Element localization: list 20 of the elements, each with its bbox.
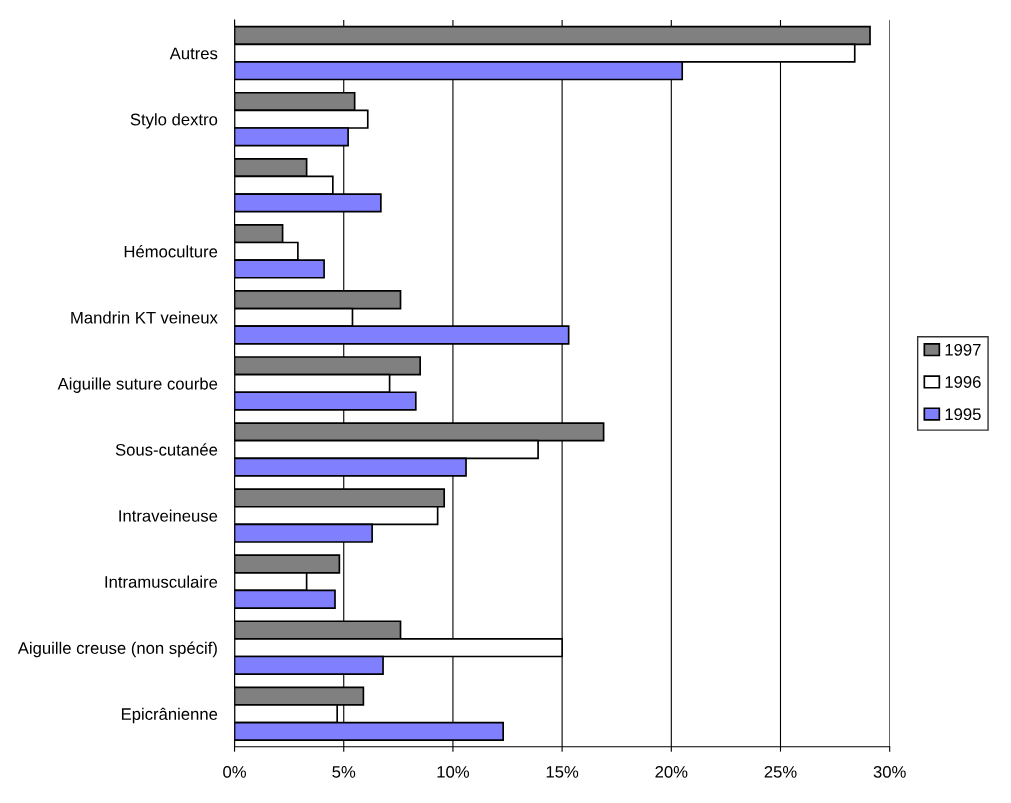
- y-tick-label: Stylo dextro: [130, 113, 218, 129]
- legend-label: 1996: [945, 376, 981, 388]
- legend-label: 1997: [945, 343, 981, 356]
- y-tick-label: Hémoculture: [124, 245, 218, 258]
- y-tick-label: Aiguille suture courbe: [57, 377, 218, 393]
- x-tick-label: 30%: [873, 765, 906, 778]
- y-tick-label: Autres: [169, 47, 218, 60]
- y-tick-label: Aiguille creuse (non spécif): [17, 641, 217, 658]
- y-tick-label: Intramusculaire: [105, 575, 218, 588]
- x-tick-label: 25%: [764, 765, 797, 778]
- x-tick-label: 0%: [223, 765, 246, 778]
- x-tick-label: 10%: [437, 765, 470, 778]
- y-tick-label: Mandrin KT veineux: [71, 311, 218, 324]
- y-tick-label: Intraveineuse: [119, 509, 218, 522]
- x-tick-label: 15%: [546, 766, 579, 778]
- y-tick-label: Epicrânienne: [121, 707, 218, 724]
- x-tick-label: 5%: [332, 766, 356, 778]
- legend-label: 1995: [945, 408, 981, 421]
- y-tick-label: Sous-cutanée: [115, 443, 218, 456]
- x-tick-label: 20%: [655, 765, 688, 778]
